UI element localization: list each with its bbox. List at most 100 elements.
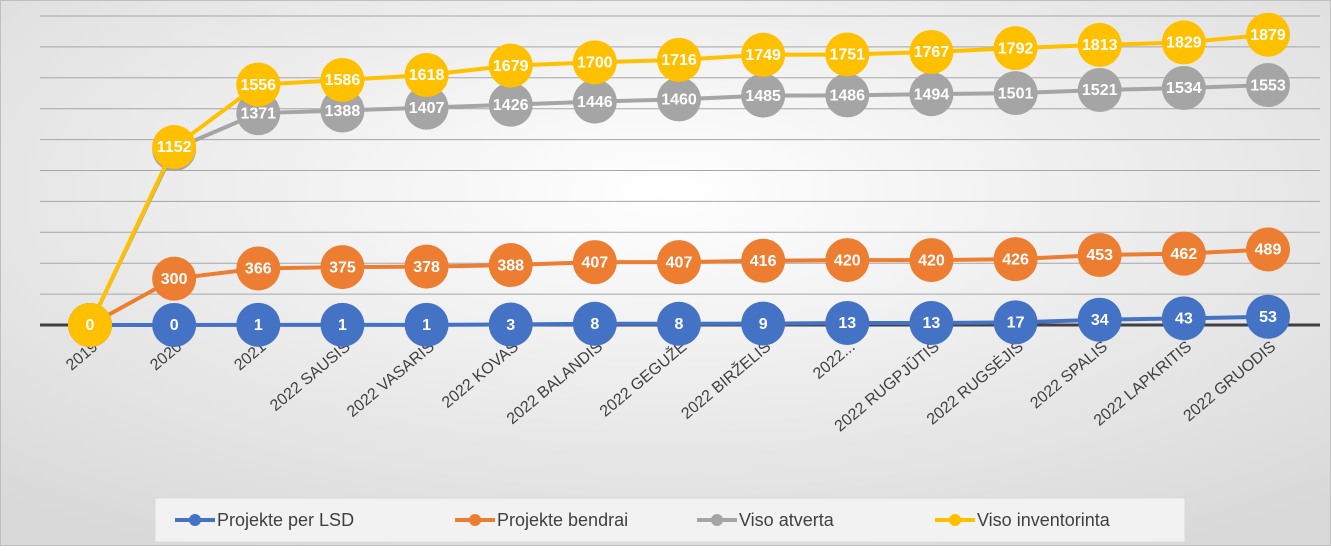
data-point (572, 240, 617, 285)
data-point (1246, 227, 1290, 272)
data-label: 1767 (914, 44, 950, 61)
data-label: 489 (1255, 242, 1282, 259)
data-label: 462 (1171, 246, 1198, 263)
legend-label: Projekte per LSD (217, 510, 354, 530)
data-label: 34 (1091, 312, 1109, 329)
data-point (68, 303, 112, 347)
legend-marker (469, 514, 481, 526)
data-point (152, 303, 197, 347)
data-point (152, 256, 197, 301)
data-label: 1371 (240, 105, 276, 122)
data-label: 416 (750, 253, 777, 270)
data-point (152, 125, 197, 170)
data-label: 1586 (325, 72, 361, 89)
data-label: 53 (1259, 309, 1277, 326)
data-point (404, 85, 449, 130)
data-point (1246, 63, 1290, 108)
data-point (1077, 233, 1122, 278)
data-point (825, 73, 870, 118)
data-label: 1679 (493, 58, 529, 75)
data-label: 0 (86, 317, 95, 334)
data-label: 0 (170, 317, 179, 334)
data-label: 1553 (1250, 77, 1286, 94)
legend-box (154, 497, 1186, 543)
data-label: 1460 (661, 92, 697, 109)
data-label: 1501 (998, 85, 1034, 102)
data-label: 1829 (1166, 35, 1202, 52)
data-label: 388 (497, 257, 524, 274)
data-point (1161, 296, 1206, 341)
data-label: 1 (422, 317, 431, 334)
data-point (657, 240, 701, 285)
data-point (741, 73, 786, 118)
data-point (488, 243, 533, 288)
data-point (741, 238, 786, 283)
data-label: 8 (590, 316, 599, 333)
data-label: 3 (506, 317, 515, 334)
data-label: 1485 (745, 88, 781, 105)
data-label: 8 (675, 316, 684, 333)
data-label: 300 (161, 271, 188, 288)
data-label: 1534 (1166, 80, 1202, 97)
data-label: 1749 (745, 47, 781, 64)
data-label: 1700 (577, 55, 613, 72)
data-point (488, 302, 533, 347)
legend-label: Viso atverta (739, 510, 835, 530)
data-label: 1521 (1082, 82, 1118, 99)
data-point (1077, 22, 1122, 67)
data-point (320, 302, 365, 347)
data-point (404, 302, 449, 347)
data-point (320, 245, 365, 290)
data-label: 13 (923, 315, 941, 332)
data-label: 1407 (409, 100, 445, 117)
data-point (657, 77, 701, 122)
data-point (572, 40, 617, 85)
data-label: 1792 (998, 40, 1034, 57)
data-point (572, 301, 617, 346)
data-label: 378 (413, 259, 440, 276)
data-point (1246, 294, 1290, 339)
data-point (1161, 231, 1206, 276)
data-label: 407 (666, 254, 693, 271)
data-label: 420 (918, 252, 945, 269)
data-label: 375 (329, 259, 356, 276)
legend-label: Projekte bendrai (497, 510, 628, 530)
data-point (993, 237, 1038, 282)
data-point (1077, 68, 1122, 113)
data-point (825, 300, 870, 345)
legend-marker (711, 514, 723, 526)
data-point (825, 32, 870, 77)
data-point (909, 238, 954, 283)
data-point (909, 300, 954, 345)
data-point (236, 62, 281, 107)
data-label: 1494 (914, 86, 950, 103)
data-point (993, 71, 1038, 116)
data-point (572, 79, 617, 124)
data-point (741, 301, 786, 346)
data-label: 1152 (157, 139, 192, 156)
legend-marker (949, 514, 961, 526)
data-point (657, 37, 701, 82)
data-point (909, 72, 954, 117)
data-label: 1618 (409, 67, 445, 84)
data-point (1161, 65, 1206, 110)
data-label: 1486 (829, 88, 865, 105)
data-point (236, 302, 281, 347)
legend-marker (189, 514, 201, 526)
data-label: 366 (245, 261, 272, 278)
data-point (993, 300, 1038, 345)
data-label: 13 (838, 315, 856, 332)
data-label: 43 (1175, 311, 1193, 328)
data-label: 17 (1007, 315, 1025, 332)
data-label: 1716 (661, 52, 697, 69)
data-label: 1388 (325, 103, 361, 120)
data-label: 1 (338, 317, 347, 334)
data-label: 1556 (240, 77, 276, 94)
data-point (236, 246, 281, 291)
data-point (1246, 12, 1290, 57)
data-label: 453 (1086, 247, 1113, 264)
data-point (657, 301, 701, 346)
data-point (488, 82, 533, 127)
data-label: 1813 (1082, 37, 1118, 54)
